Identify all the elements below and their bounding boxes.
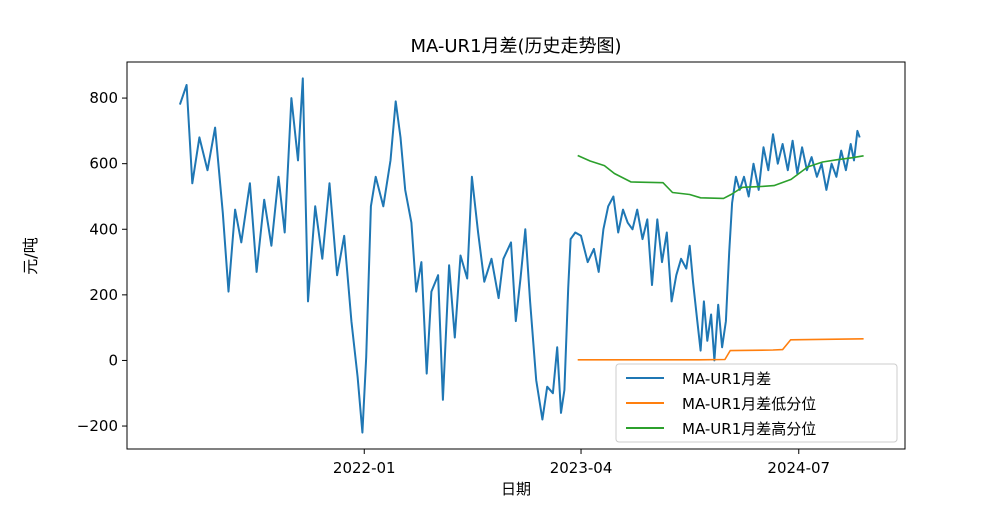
y-tick-label: 200: [89, 286, 118, 304]
y-tick-label: −200: [77, 417, 118, 435]
y-tick-label: 400: [89, 220, 118, 238]
legend-label-3: MA-UR1月差高分位: [682, 420, 816, 438]
y-tick-label: 600: [89, 155, 118, 173]
y-axis-label: 元/吨: [21, 237, 40, 274]
series-line-2: [577, 338, 864, 361]
x-axis-label: 日期: [501, 480, 531, 498]
y-tick-label: 800: [89, 89, 118, 107]
series-line-3: [577, 154, 864, 200]
x-tick-label: 2022-01: [333, 459, 396, 477]
legend-label-1: MA-UR1月差: [682, 370, 771, 388]
plot-frame: [126, 61, 906, 450]
legend-box: [615, 363, 898, 443]
series-line-1: [178, 77, 861, 434]
legend-label-2: MA-UR1月差低分位: [682, 395, 816, 413]
x-tick-label: 2024-07: [767, 459, 830, 477]
x-tick-label: 2023-04: [550, 459, 613, 477]
y-tick-label: 0: [108, 351, 118, 369]
chart-title: MA-UR1月差(历史走势图): [410, 36, 621, 57]
